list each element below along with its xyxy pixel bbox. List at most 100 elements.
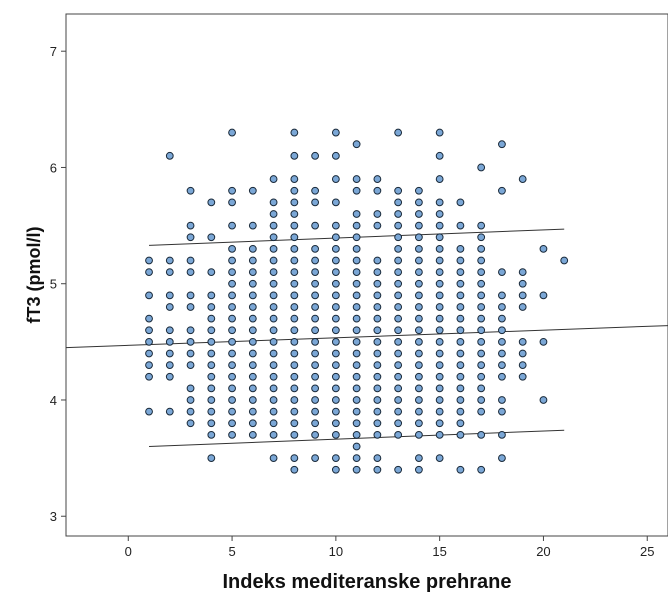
data-point — [498, 430, 506, 439]
data-point — [186, 268, 195, 276]
data-point — [352, 221, 361, 230]
data-point — [331, 175, 340, 183]
data-point — [435, 244, 444, 253]
data-point — [394, 396, 403, 404]
x-axis-ticks: 0 5 10 15 20 25 — [125, 536, 654, 559]
data-point — [290, 384, 299, 393]
data-point — [394, 419, 403, 428]
data-point — [290, 303, 299, 311]
data-point — [228, 407, 236, 416]
data-point — [414, 279, 423, 288]
data-point — [207, 384, 216, 393]
data-point — [518, 268, 527, 276]
data-point — [435, 419, 444, 428]
data-point — [269, 384, 278, 393]
data-point — [269, 430, 278, 439]
data-point — [394, 303, 403, 311]
data-point — [435, 396, 444, 404]
data-point — [352, 314, 361, 323]
data-point — [331, 337, 340, 346]
data-point — [269, 175, 278, 183]
data-point — [248, 186, 257, 195]
data-point — [394, 430, 403, 439]
data-point — [311, 361, 320, 370]
data-point — [477, 221, 486, 230]
data-point — [414, 244, 423, 253]
data-point — [456, 396, 465, 404]
data-point — [145, 326, 153, 335]
data-point — [228, 268, 236, 276]
data-point — [394, 128, 403, 137]
data-point — [518, 372, 527, 381]
data-point — [228, 256, 236, 265]
data-point — [456, 326, 465, 335]
data-point — [435, 233, 444, 242]
data-point — [477, 163, 486, 172]
data-point — [394, 314, 403, 323]
data-point — [269, 233, 278, 242]
data-point — [435, 337, 444, 346]
data-point — [248, 361, 257, 370]
data-point — [207, 372, 216, 381]
data-point — [228, 221, 236, 230]
data-point — [186, 256, 195, 265]
data-point — [311, 419, 320, 428]
data-point — [352, 326, 361, 335]
data-point — [269, 244, 278, 253]
data-point — [228, 419, 236, 428]
data-point — [352, 268, 361, 276]
data-point — [207, 454, 216, 463]
data-point — [311, 349, 320, 358]
data-point — [207, 430, 216, 439]
data-point — [477, 279, 486, 288]
data-point — [477, 268, 486, 276]
data-point — [498, 291, 506, 300]
data-point — [456, 372, 465, 381]
data-point — [352, 186, 361, 195]
data-point — [456, 303, 465, 311]
data-point — [186, 326, 195, 335]
data-point — [248, 303, 257, 311]
y-tick-label: 7 — [50, 44, 57, 59]
data-point — [518, 175, 527, 183]
data-point — [394, 221, 403, 230]
data-point — [518, 303, 527, 311]
data-point — [394, 326, 403, 335]
data-point — [228, 372, 236, 381]
data-point — [352, 442, 361, 451]
data-point — [498, 186, 506, 195]
data-point — [477, 384, 486, 393]
data-point — [373, 372, 382, 381]
data-point — [311, 291, 320, 300]
data-point — [269, 279, 278, 288]
data-point — [373, 407, 382, 416]
data-point — [228, 384, 236, 393]
data-point — [373, 314, 382, 323]
data-point — [435, 314, 444, 323]
data-point — [414, 419, 423, 428]
data-point — [311, 244, 320, 253]
data-point — [207, 314, 216, 323]
data-point — [498, 337, 506, 346]
data-point — [414, 303, 423, 311]
data-point — [373, 454, 382, 463]
data-point — [331, 198, 340, 207]
data-point — [186, 419, 195, 428]
data-point — [331, 361, 340, 370]
data-point — [290, 407, 299, 416]
data-point — [456, 337, 465, 346]
data-point — [373, 303, 382, 311]
data-point — [539, 291, 548, 300]
data-point — [498, 454, 506, 463]
data-point — [207, 303, 216, 311]
data-point — [352, 337, 361, 346]
data-point — [311, 198, 320, 207]
data-point — [228, 326, 236, 335]
data-point — [498, 372, 506, 381]
data-point — [414, 268, 423, 276]
data-point — [290, 465, 299, 474]
data-point — [373, 396, 382, 404]
data-point — [373, 186, 382, 195]
data-point — [290, 175, 299, 183]
data-point — [414, 186, 423, 195]
